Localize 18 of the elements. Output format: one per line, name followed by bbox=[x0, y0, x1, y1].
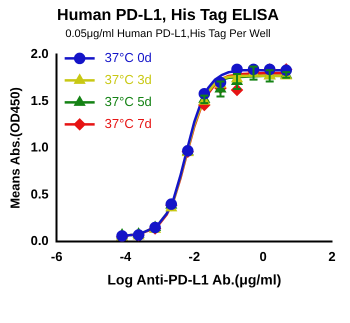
y-tick-label: 1.5 bbox=[30, 92, 49, 108]
x-tick-label: 0 bbox=[260, 248, 267, 264]
legend-label: 37°C 7d bbox=[104, 116, 152, 131]
x-axis-title: Log Anti-PD-L1 Ab.(μg/ml) bbox=[107, 271, 282, 288]
legend-label: 37°C 3d bbox=[104, 72, 152, 87]
x-tick-label: 2 bbox=[328, 248, 336, 264]
chart-title: Human PD-L1, His Tag ELISA bbox=[57, 7, 280, 24]
y-tick-label: 1.0 bbox=[30, 140, 49, 155]
y-tick-label: 2.0 bbox=[30, 46, 49, 61]
legend-label: 37°C 0d bbox=[104, 50, 152, 65]
x-tick-label: -4 bbox=[120, 248, 132, 264]
y-tick-label: 0.0 bbox=[30, 233, 49, 248]
x-tick-label: -2 bbox=[188, 248, 200, 264]
legend-label: 37°C 5d bbox=[104, 94, 152, 109]
x-tick-label: -6 bbox=[50, 248, 62, 264]
chart-subtitle: 0.05μg/ml Human PD-L1,His Tag Per Well bbox=[65, 28, 271, 40]
y-axis-title: Means Abs.(OD450) bbox=[7, 87, 22, 209]
y-tick-label: 0.5 bbox=[30, 186, 49, 202]
